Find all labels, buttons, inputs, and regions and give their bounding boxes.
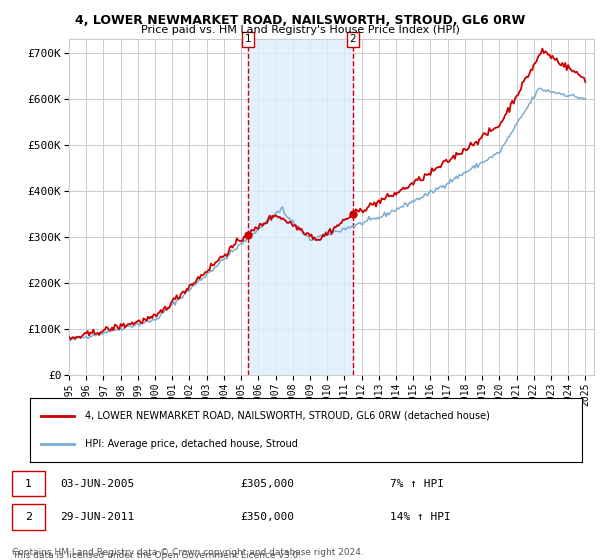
FancyBboxPatch shape — [12, 471, 45, 496]
FancyBboxPatch shape — [12, 504, 45, 530]
Text: £350,000: £350,000 — [240, 512, 294, 522]
Text: Price paid vs. HM Land Registry's House Price Index (HPI): Price paid vs. HM Land Registry's House … — [140, 25, 460, 35]
Text: 2: 2 — [25, 512, 32, 522]
Text: HPI: Average price, detached house, Stroud: HPI: Average price, detached house, Stro… — [85, 439, 298, 449]
Text: 2: 2 — [350, 34, 356, 44]
Text: £305,000: £305,000 — [240, 479, 294, 488]
Text: 7% ↑ HPI: 7% ↑ HPI — [390, 479, 444, 488]
Text: 29-JUN-2011: 29-JUN-2011 — [60, 512, 134, 522]
Text: This data is licensed under the Open Government Licence v3.0.: This data is licensed under the Open Gov… — [12, 551, 301, 560]
Text: 4, LOWER NEWMARKET ROAD, NAILSWORTH, STROUD, GL6 0RW: 4, LOWER NEWMARKET ROAD, NAILSWORTH, STR… — [75, 14, 525, 27]
Text: 1: 1 — [245, 34, 251, 44]
Text: 03-JUN-2005: 03-JUN-2005 — [60, 479, 134, 488]
Text: 14% ↑ HPI: 14% ↑ HPI — [390, 512, 451, 522]
Text: 4, LOWER NEWMARKET ROAD, NAILSWORTH, STROUD, GL6 0RW (detached house): 4, LOWER NEWMARKET ROAD, NAILSWORTH, STR… — [85, 410, 490, 421]
Text: 1: 1 — [25, 479, 32, 488]
Text: Contains HM Land Registry data © Crown copyright and database right 2024.: Contains HM Land Registry data © Crown c… — [12, 548, 364, 557]
Bar — [248, 39, 353, 375]
